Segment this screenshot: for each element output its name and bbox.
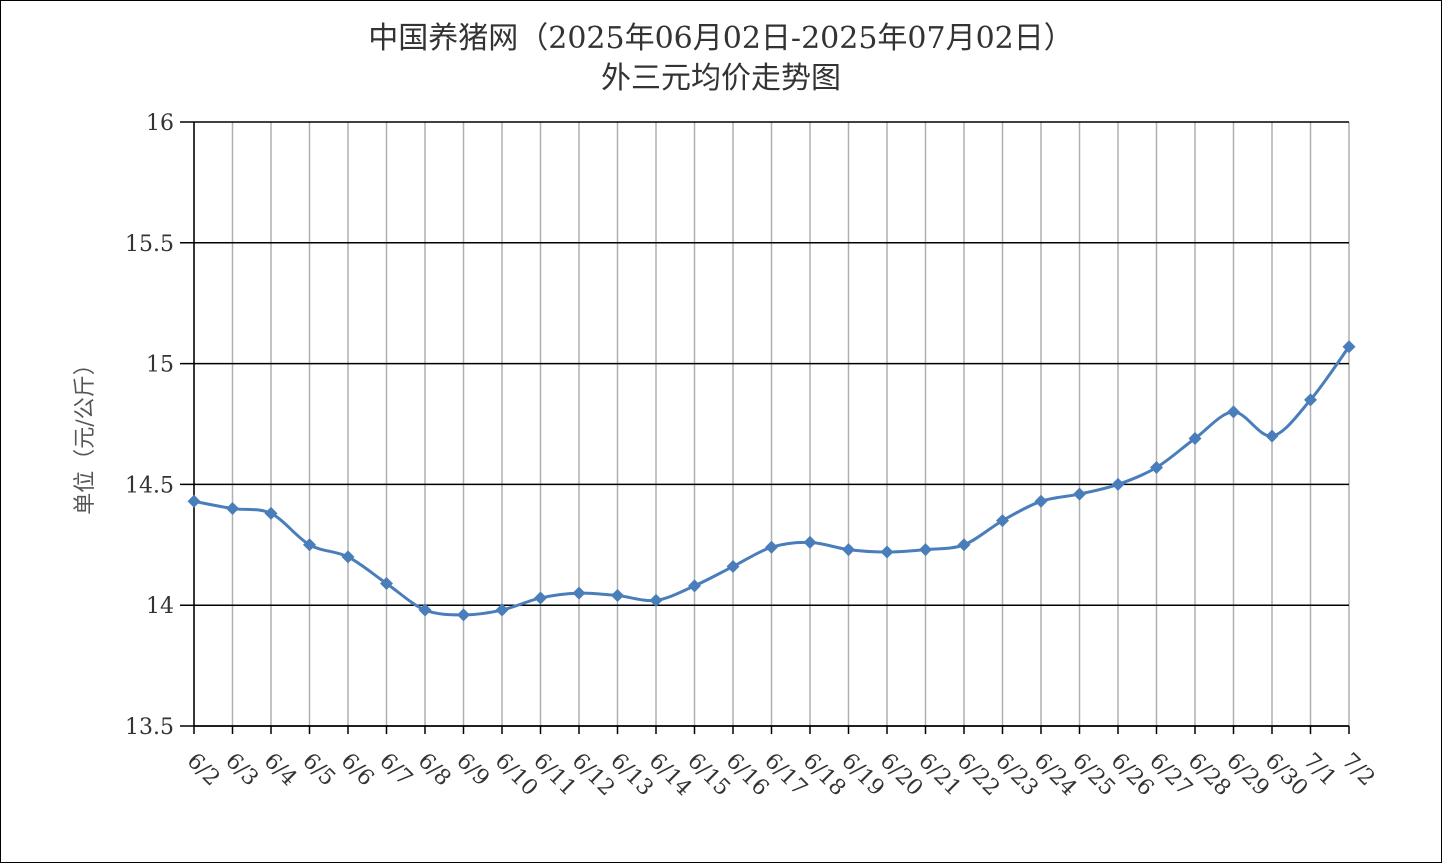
data-point-marker [957,538,971,552]
data-point-marker [226,502,239,516]
y-tick-labels: 13.5 14 14.5 15 15.5 16 [125,111,174,740]
data-point-marker [842,543,855,557]
data-point-marker [1265,429,1279,443]
x-tick-label: 6/20 [875,749,928,802]
x-tick-label: 6/26 [1106,749,1159,802]
x-tick-label: 6/9 [451,749,494,792]
data-point-marker [303,538,316,552]
series-price [187,340,1356,622]
data-point-marker [495,603,509,617]
chart-subtitle: 外三元均价走势图 [601,61,841,96]
y-tick-label: 14 [146,594,174,619]
x-tick-label: 6/8 [413,749,456,792]
data-point-marker [572,586,586,600]
x-tick-label: 6/4 [259,749,302,792]
x-tick-label: 6/21 [913,749,966,802]
x-tick-label: 6/19 [836,749,889,802]
data-point-marker [996,514,1009,528]
axes [193,122,1350,734]
data-point-marker [1073,487,1086,501]
x-tick-label: 6/14 [644,749,697,802]
x-tick-label: 6/10 [490,749,543,802]
data-point-marker [1227,405,1240,419]
data-point-marker [1304,393,1317,407]
data-point-marker [1342,340,1356,354]
data-point-marker [418,603,432,617]
data-point-marker [765,540,778,554]
x-tick-label: 6/6 [336,749,379,792]
data-point-marker [726,560,740,574]
data-point-marker [534,591,547,605]
y-axis-label: 单位（元/公斤） [73,353,98,514]
x-tick-label: 6/24 [1029,749,1082,802]
data-point-marker [649,593,663,607]
x-tick-label: 6/12 [567,749,620,802]
x-tick-label: 6/2 [182,749,225,792]
x-tick-label: 6/13 [605,749,658,802]
data-point-marker [919,543,932,557]
data-point-marker [611,589,624,603]
data-point-marker [264,506,278,520]
chart-title: 中国养猪网（2025年06月02日-2025年07月02日） [368,21,1074,56]
y-tick-label: 13.5 [125,715,174,740]
data-point-marker [803,535,817,549]
data-point-marker [380,576,393,590]
x-tick-label: 6/15 [682,749,735,802]
x-tick-labels: 6/26/36/46/56/66/76/86/96/106/116/126/13… [182,749,1380,802]
data-point-marker [457,608,470,622]
x-tick-label: 6/28 [1183,749,1236,802]
data-point-marker [1150,460,1163,474]
data-point-marker [1188,431,1202,445]
y-tick-label: 14.5 [125,473,174,498]
data-point-marker [1111,477,1125,491]
x-tick-label: 6/5 [297,749,340,792]
x-tick-label: 6/29 [1221,749,1274,802]
x-tick-label: 6/7 [374,749,417,792]
data-point-marker [880,545,894,559]
data-point-marker [688,579,701,593]
x-tick-label: 6/3 [220,749,263,792]
x-tick-label: 6/30 [1260,749,1313,802]
x-tick-label: 7/2 [1337,749,1380,792]
data-point-marker [341,550,355,564]
data-point-marker [1034,494,1048,508]
y-tick-label: 16 [146,111,174,136]
x-tick-label: 6/27 [1144,749,1197,802]
y-tick-label: 15 [146,353,174,378]
x-tick-label: 6/18 [798,749,851,802]
x-tick-label: 6/23 [990,749,1043,802]
y-tick-label: 15.5 [125,232,174,257]
x-tick-label: 6/11 [528,749,581,802]
x-tick-label: 6/22 [952,749,1005,802]
x-tick-label: 6/25 [1067,749,1120,802]
grid [180,121,1350,727]
data-point-marker [187,494,201,508]
x-tick-label: 6/16 [721,749,774,802]
x-tick-label: 6/17 [759,749,812,802]
